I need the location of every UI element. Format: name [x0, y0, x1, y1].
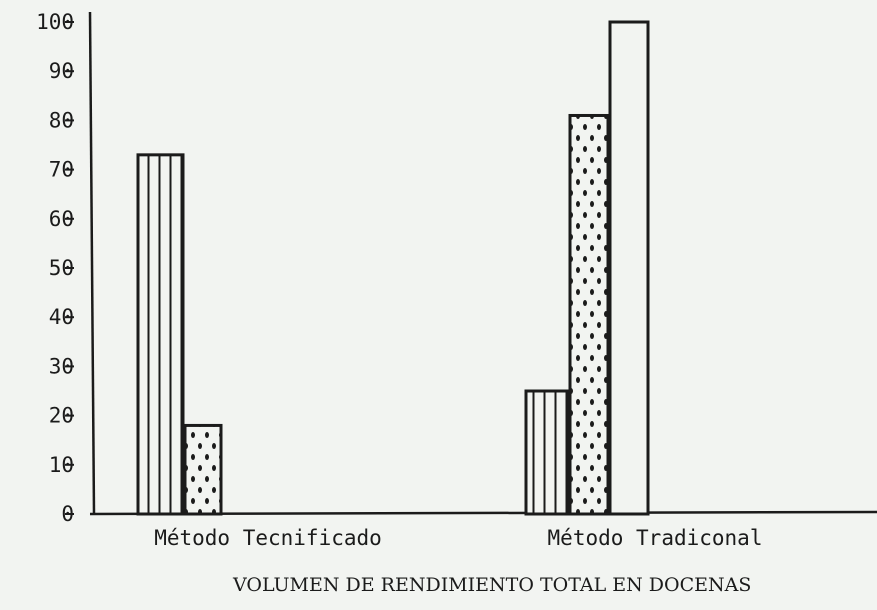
x-category-label: Método Tecnificado — [154, 526, 382, 550]
y-tick-label: 80 — [49, 108, 74, 132]
bar-plain — [608, 20, 650, 516]
bar-vertical-stripes — [136, 153, 185, 516]
bars — [136, 20, 650, 516]
chart-title: VOLUMEN DE RENDIMIENTO TOTAL EN DOCENAS — [232, 574, 751, 596]
bar-vertical-stripes — [524, 389, 570, 516]
x-category-label: Método Tradiconal — [548, 526, 763, 550]
bar-dots — [568, 113, 610, 516]
bar-dots — [183, 423, 223, 516]
y-axis-line — [88, 11, 96, 515]
